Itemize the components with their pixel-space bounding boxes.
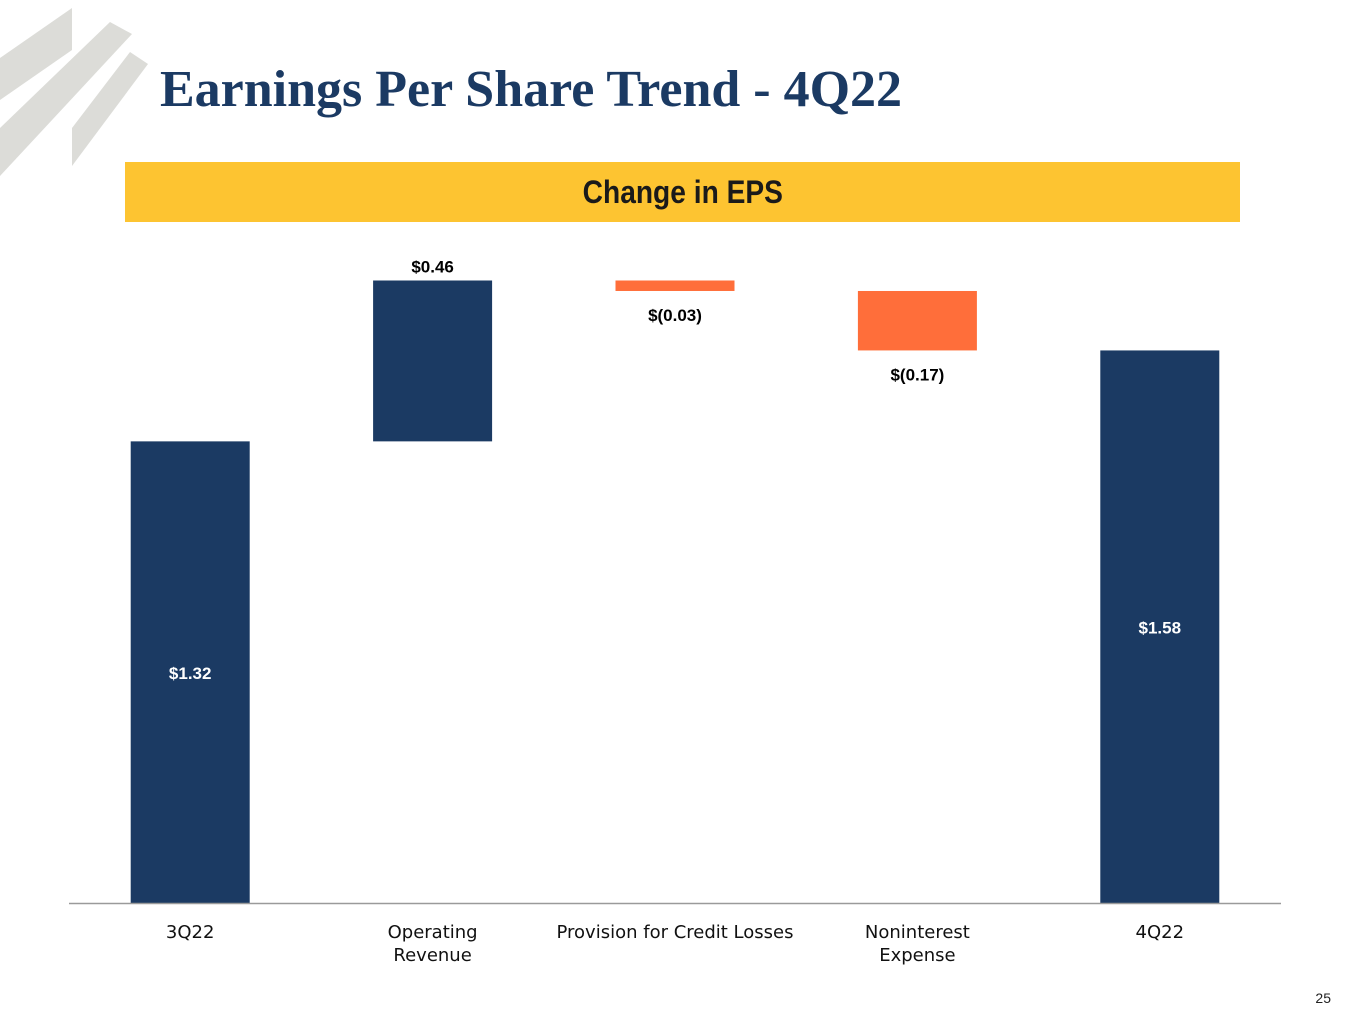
- bar-4: [857, 290, 977, 351]
- category-label: Provision for Credit Losses: [557, 922, 794, 943]
- bar-5: [1100, 350, 1220, 903]
- logo-stripes-icon: [0, 8, 148, 176]
- category-label: Expense: [879, 945, 955, 966]
- data-label: $0.46: [411, 257, 454, 276]
- logo-stripe: [72, 52, 148, 166]
- page-title: Earnings Per Share Trend - 4Q22: [160, 61, 903, 118]
- category-label: Noninterest: [865, 922, 970, 943]
- data-label: $(0.03): [648, 306, 702, 325]
- bar-2: [373, 280, 493, 442]
- data-label: $1.58: [1139, 619, 1182, 638]
- category-label: 3Q22: [166, 922, 215, 943]
- logo-stripe: [0, 8, 72, 100]
- data-label: $1.32: [169, 664, 212, 683]
- chart-title-banner: Change in EPS: [125, 162, 1240, 222]
- bar-1: [130, 441, 250, 903]
- page-number: 25: [1315, 990, 1331, 1006]
- logo-stripe: [0, 22, 132, 176]
- data-label: $(0.17): [890, 365, 944, 384]
- category-label: Revenue: [393, 945, 471, 966]
- bar-3: [615, 280, 735, 291]
- category-label: Operating: [388, 922, 478, 943]
- category-label: 4Q22: [1136, 922, 1185, 943]
- chart-title: Change in EPS: [582, 173, 783, 210]
